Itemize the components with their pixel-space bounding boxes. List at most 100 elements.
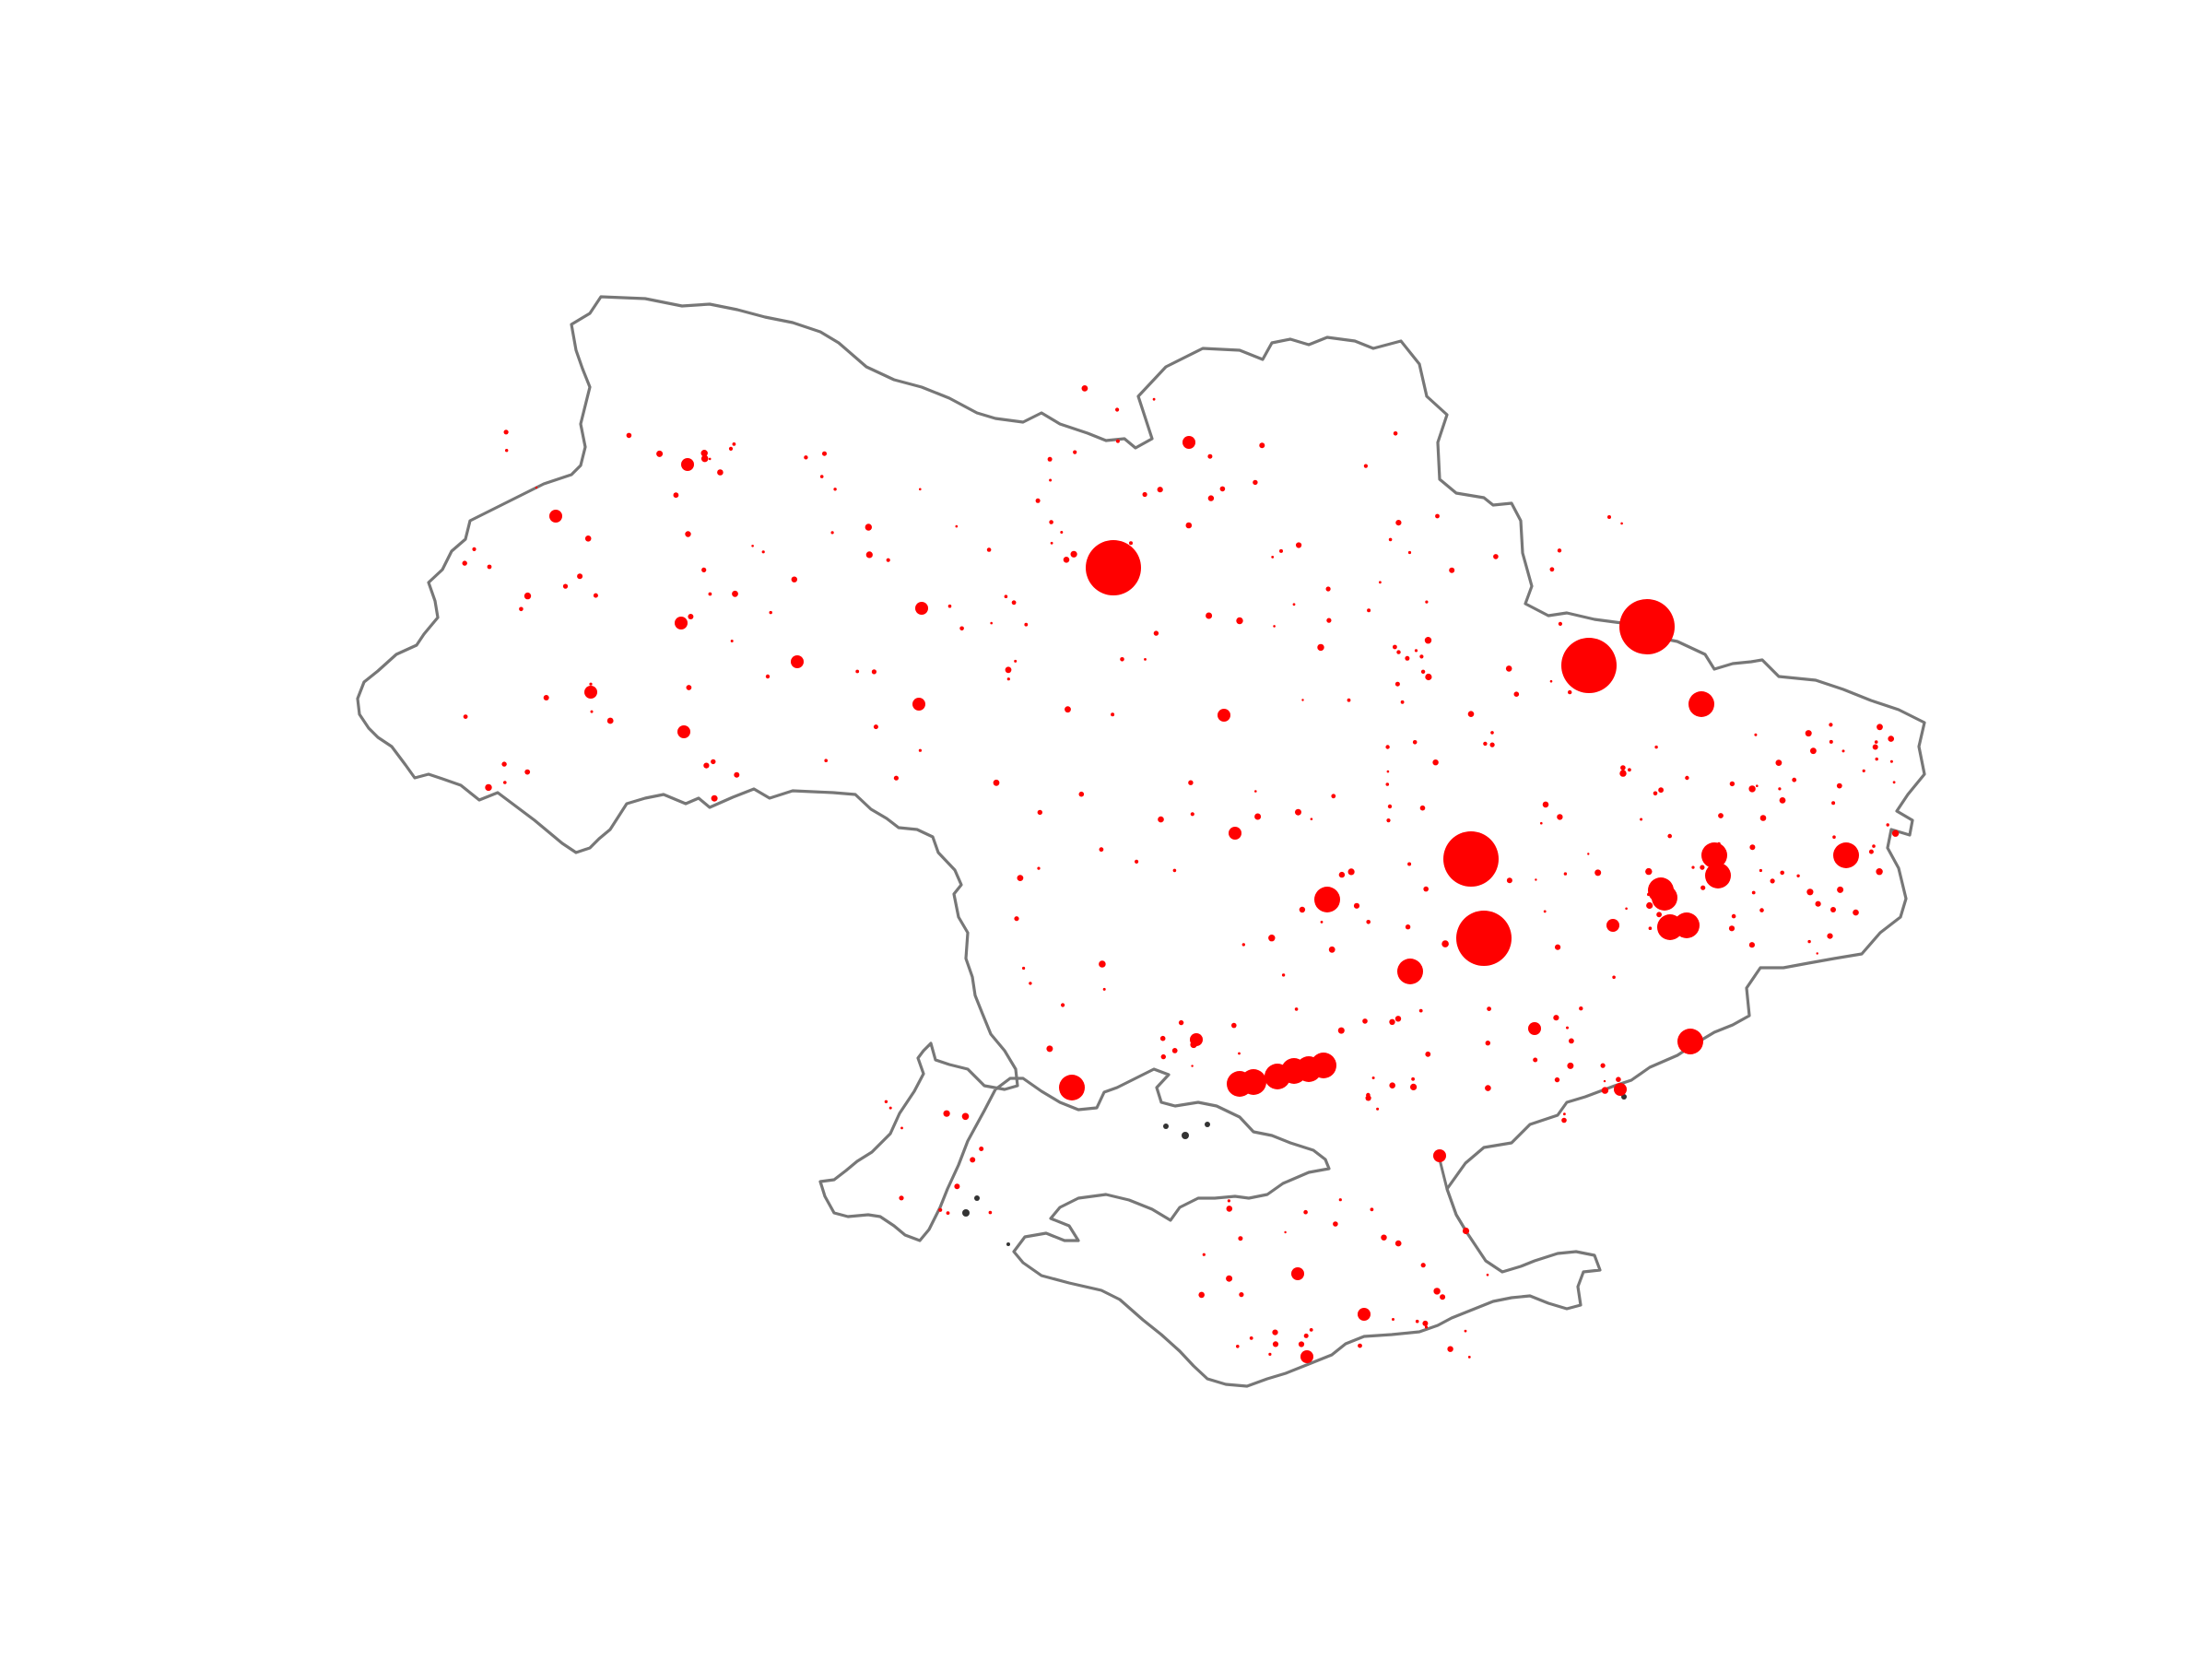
event-markers — [462, 385, 1900, 1363]
minor-event-dot — [1295, 808, 1301, 816]
minor-event-dot — [1309, 1328, 1313, 1332]
minor-event-dot — [1394, 1240, 1402, 1247]
minor-event-dot — [577, 573, 583, 580]
minor-event-dot — [734, 771, 740, 778]
minor-event-dot — [1836, 782, 1842, 789]
minor-event-dot — [717, 469, 724, 476]
minor-event-dot — [1837, 886, 1844, 893]
minor-event-dot — [1751, 890, 1756, 895]
minor-event-dot — [1035, 498, 1041, 503]
minor-event-dot — [1111, 712, 1115, 717]
minor-event-dot — [1358, 1343, 1362, 1348]
minor-event-dot — [1386, 818, 1391, 823]
minor-event-dot — [1685, 775, 1689, 781]
minor-event-dot — [1700, 885, 1706, 890]
marker-ternopil — [675, 617, 688, 629]
minor-event-dot — [1607, 515, 1611, 519]
minor-event-dot — [1543, 910, 1547, 913]
minor-event-dot — [686, 685, 692, 690]
minor-event-dot — [1553, 1015, 1559, 1021]
minor-event-dot — [1065, 706, 1071, 713]
minor-event-dot — [830, 531, 834, 535]
minor-event-dot — [1558, 621, 1562, 627]
minor-event-dot — [1609, 924, 1618, 932]
minor-event-dot — [1563, 1112, 1566, 1116]
minor-event-dot — [1207, 453, 1213, 459]
minor-event-dot — [1231, 1022, 1237, 1029]
minor-event-dot — [1433, 1288, 1441, 1295]
minor-event-dot — [1619, 770, 1627, 777]
minor-event-dot — [1294, 1007, 1299, 1011]
minor-event-dot — [1603, 1079, 1606, 1083]
minor-event-dot — [1807, 939, 1811, 944]
minor-event-dot — [1779, 797, 1786, 804]
minor-event-dot — [804, 455, 808, 460]
minor-event-dot — [1142, 491, 1147, 498]
minor-event-dot — [1393, 644, 1397, 650]
minor-event-dot — [1648, 926, 1653, 930]
minor-event-dot — [1333, 1221, 1338, 1227]
minor-event-dot — [871, 669, 877, 675]
minor-event-dot — [1620, 522, 1623, 525]
minor-event-dot — [1557, 548, 1562, 553]
minor-event-dot — [589, 682, 593, 686]
minor-event-dot — [1303, 1333, 1309, 1338]
minor-event-dot — [1202, 1253, 1206, 1256]
marker-ivano-frankivsk — [677, 725, 690, 738]
minor-event-dot — [986, 547, 992, 552]
minor-event-dot — [1892, 781, 1896, 784]
minor-event-dot — [1749, 844, 1756, 851]
minor-event-dot — [1238, 1052, 1241, 1055]
minor-event-dot — [1254, 813, 1262, 820]
minor-event-dot — [1420, 669, 1426, 674]
marker-kherson-coast-6 — [1311, 1053, 1336, 1078]
marker-kerch — [1614, 1083, 1627, 1096]
minor-event-dot — [1241, 943, 1246, 947]
minor-event-dot — [701, 567, 707, 573]
minor-event-dot — [1326, 618, 1332, 623]
minor-event-dot — [1317, 643, 1324, 652]
minor-event-dot — [519, 606, 524, 612]
minor-event-dot — [1489, 742, 1495, 747]
minor-event-dot — [1579, 1006, 1583, 1011]
minor-event-dot — [1070, 550, 1077, 558]
minor-event-dot — [1370, 1207, 1374, 1212]
marker-dnipro — [1456, 911, 1512, 966]
minor-event-dot — [1759, 868, 1762, 873]
minor-event-dot — [1796, 874, 1800, 877]
minor-event-dot — [1667, 833, 1672, 839]
minor-event-dot — [1407, 862, 1412, 866]
minor-event-dot — [1389, 1018, 1395, 1026]
minor-event-dot — [728, 446, 734, 451]
minor-event-dot — [1376, 1107, 1380, 1111]
minor-event-dot — [1172, 868, 1177, 873]
minor-event-dot — [761, 550, 765, 554]
minor-event-dot — [1047, 456, 1053, 462]
minor-event-dot — [919, 488, 922, 491]
minor-event-dot — [990, 621, 993, 625]
minor-event-dot — [1780, 870, 1784, 876]
minor-event-dot — [1400, 700, 1405, 704]
marker-melitopol — [1433, 1149, 1446, 1162]
minor-event-dot — [1157, 487, 1163, 493]
minor-event-dot — [1600, 1063, 1606, 1068]
minor-event-dot — [1006, 677, 1010, 681]
minor-event-dot — [1226, 1275, 1233, 1282]
minor-event-dot — [1060, 531, 1064, 534]
minor-event-dot — [1620, 765, 1626, 771]
minor-event-dot — [732, 590, 738, 597]
minor-event-dot — [1601, 1087, 1609, 1094]
minor-event-dot — [1394, 681, 1400, 687]
minor-event-dot — [711, 794, 718, 802]
minor-event-dot — [1411, 1077, 1415, 1081]
minor-event-dot — [899, 1195, 904, 1201]
minor-event-dot — [979, 1147, 984, 1151]
minor-event-dot — [1419, 805, 1426, 811]
minor-event-dot — [1024, 622, 1029, 627]
minor-event-dot — [1441, 940, 1449, 947]
minor-event-dot — [626, 432, 632, 439]
minor-event-dot — [947, 604, 952, 608]
minor-event-dot — [1440, 1294, 1446, 1300]
minor-event-dot — [1731, 913, 1736, 919]
minor-event-dot — [1347, 698, 1351, 702]
